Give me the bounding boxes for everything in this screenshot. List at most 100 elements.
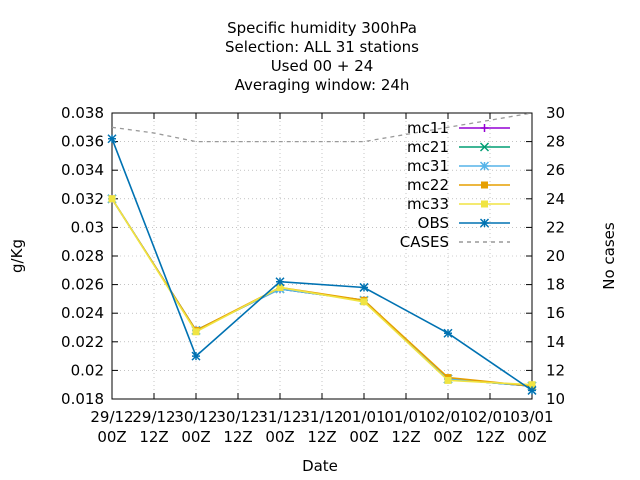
marker-stroke [191, 351, 201, 361]
y2-tick-label: 24 [546, 190, 565, 208]
x-tick-label-date: 01/01 [384, 408, 427, 426]
x-tick-label-hour: 00Z [97, 428, 126, 446]
data-point-mc33 [360, 298, 368, 306]
plot-frame [111, 112, 533, 400]
y-tick-label: 0.024 [61, 304, 104, 322]
x-tick-label-date: 02/01 [426, 408, 469, 426]
y-tick-label: 0.038 [61, 104, 104, 122]
marker-stroke [479, 218, 490, 228]
x-tick-label-hour: 00Z [181, 428, 210, 446]
title-line: Used 00 + 24 [271, 57, 374, 75]
y-tick-label: 0.026 [61, 276, 104, 294]
series-group [107, 112, 537, 395]
x-tick-label-hour: 00Z [517, 428, 546, 446]
data-point-mc33 [444, 376, 452, 384]
legend-marker [479, 161, 490, 171]
series-line-mc11 [111, 198, 533, 387]
legend-marker [479, 218, 490, 228]
x-tick-label-hour: 12Z [391, 428, 420, 446]
data-point-obs [191, 351, 201, 361]
y2-axis-label: No cases [600, 222, 618, 290]
x-tick-label-hour: 12Z [223, 428, 252, 446]
y2-tick-label: 20 [546, 247, 565, 265]
marker-stroke [479, 161, 490, 171]
y-axis-label: g/Kg [8, 239, 26, 273]
y2-tick-label: 12 [546, 361, 565, 379]
x-tick-label-hour: 00Z [265, 428, 294, 446]
data-point-obs [275, 277, 285, 287]
y-tick-label: 0.022 [61, 333, 104, 351]
x-tick-label-hour: 00Z [349, 428, 378, 446]
marker-box [108, 195, 116, 203]
y2-tick-label: 14 [546, 333, 565, 351]
x-tick-label-date: 30/12 [216, 408, 259, 426]
title-line: Averaging window: 24h [235, 76, 410, 94]
legend-label: mc22 [407, 176, 449, 194]
marker-stroke [443, 328, 453, 338]
legend-marker [479, 142, 490, 152]
series-line-mc21 [111, 198, 533, 387]
y-tick-label: 0.03 [71, 218, 104, 236]
data-point-mc33 [108, 195, 116, 203]
x-tick-label-hour: 12Z [475, 428, 504, 446]
legend-label: mc11 [407, 119, 449, 137]
x-tick-label-hour: 00Z [433, 428, 462, 446]
legend-label: mc21 [407, 138, 449, 156]
y-tick-label: 0.018 [61, 390, 104, 408]
legend-marker [480, 124, 489, 132]
y2-tick-label: 28 [546, 133, 565, 151]
legend-marker [481, 200, 488, 208]
marker-stroke [479, 142, 490, 152]
y2-tick-label: 18 [546, 276, 565, 294]
legend-marker [481, 181, 488, 189]
y2-tick-label: 16 [546, 304, 565, 322]
series-line-mc33 [111, 198, 533, 386]
y2-tick-label: 10 [546, 390, 565, 408]
marker-box [192, 328, 200, 336]
x-tick-label-date: 03/01 [510, 408, 553, 426]
y-axis-ticks: 0.018 0.02 0.022 0.024 0.026 0.028 0.03 0.032 0.… [61, 104, 118, 408]
y-tick-label: 0.032 [61, 190, 104, 208]
marker-box [444, 376, 452, 384]
series-line-cases [111, 112, 533, 143]
y2-axis-ticks: 10 12 14 16 18 20 22 24 26 28 30 [526, 104, 565, 408]
marker-box [360, 298, 368, 306]
marker-box [481, 181, 488, 189]
data-point-obs [359, 282, 369, 292]
y-tick-label: 0.02 [71, 361, 104, 379]
x-tick-label-date: 30/12 [174, 408, 217, 426]
marker-box [481, 200, 488, 208]
series-line-obs [111, 138, 533, 392]
x-tick-label-date: 31/12 [300, 408, 343, 426]
data-point-mc33 [192, 328, 200, 336]
title-line: Specific humidity 300hPa [227, 19, 417, 37]
data-point-obs [107, 134, 117, 144]
legend-label: OBS [418, 214, 449, 232]
legend-label: CASES [400, 233, 449, 251]
x-tick-label-date: 29/12 [90, 408, 133, 426]
grid [112, 113, 532, 399]
x-tick-label-date: 01/01 [342, 408, 385, 426]
legend-label: mc33 [407, 195, 449, 213]
y-tick-label: 0.028 [61, 247, 104, 265]
data-point-obs [527, 385, 537, 395]
marker-stroke [359, 282, 369, 292]
x-axis-label: Date [302, 457, 338, 475]
series-line-mc31 [111, 198, 533, 387]
y2-tick-label: 30 [546, 104, 565, 122]
x-tick-label-date: 29/12 [132, 408, 175, 426]
series-line-mc22 [111, 198, 533, 387]
y2-tick-label: 22 [546, 218, 565, 236]
data-point-obs [443, 328, 453, 338]
x-tick-label-date: 31/12 [258, 408, 301, 426]
x-tick-label-date: 02/01 [468, 408, 511, 426]
x-axis-ticks: 29/12 00Z 29/12 12Z 30/12 00Z 30/12 12Z 31/12 00Z… [90, 113, 554, 446]
legend-label: mc31 [407, 157, 449, 175]
y-tick-label: 0.036 [61, 133, 104, 151]
marker-stroke [275, 277, 285, 287]
x-tick-label-hour: 12Z [139, 428, 168, 446]
title-line: Selection: ALL 31 stations [225, 38, 419, 56]
